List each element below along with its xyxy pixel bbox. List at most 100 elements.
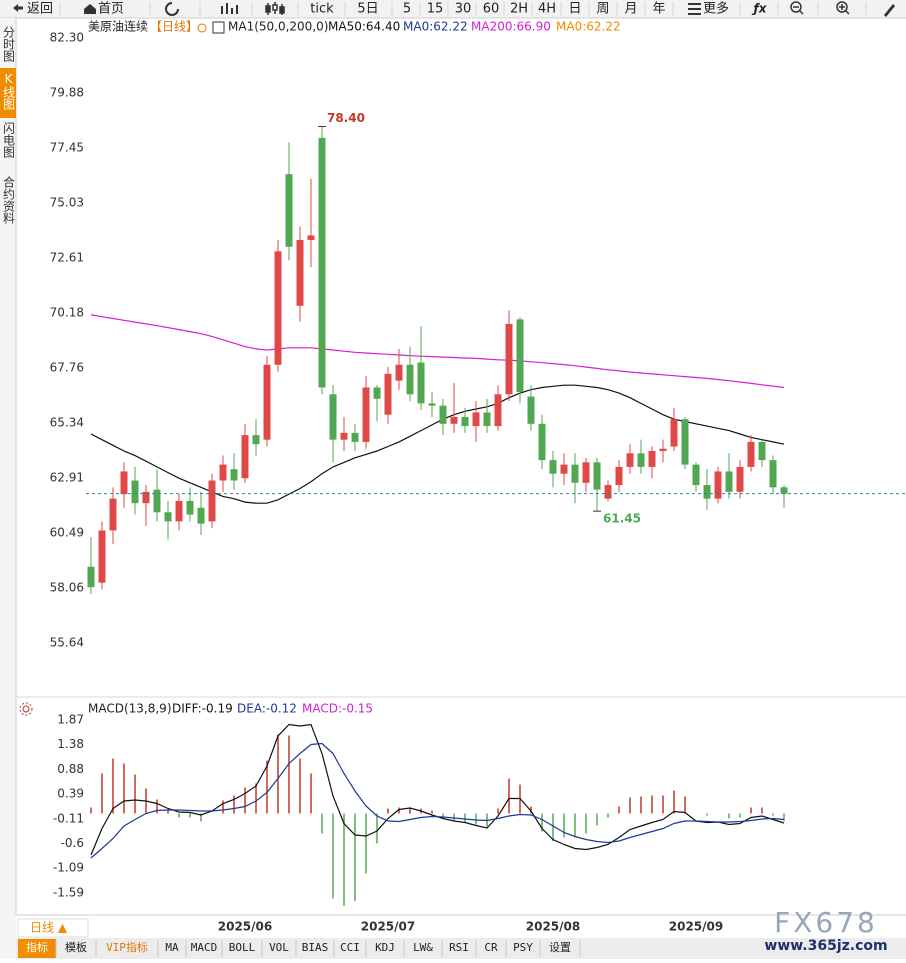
indicator-tab[interactable]: KDJ [375, 941, 395, 954]
toolbar-button[interactable]: 年 [652, 2, 665, 17]
candle-body [637, 453, 645, 467]
candle-body [406, 364, 414, 395]
candle-body [769, 460, 777, 488]
y-tick-label: 72.61 [50, 250, 84, 264]
refresh-icon[interactable] [165, 2, 179, 16]
candle-body [384, 373, 392, 415]
side-column [0, 18, 16, 959]
candle-body [582, 462, 590, 483]
toolbar-button[interactable]: 60 [483, 2, 500, 17]
pen-icon[interactable] [884, 4, 895, 17]
side-tab[interactable]: 闪电图 [2, 122, 16, 158]
side-tab[interactable]: K线图 [2, 72, 16, 110]
indicator-tab[interactable]: MACD [191, 941, 218, 954]
toolbar-button[interactable]: 5 [403, 2, 411, 17]
candle-body [417, 362, 425, 404]
indicator-icon [212, 21, 225, 34]
candle-body [549, 460, 557, 474]
indicator-tab[interactable]: CCI [340, 941, 360, 954]
indicator-tab[interactable]: 指标 [26, 940, 48, 954]
toolbar-button[interactable]: 月 [624, 2, 637, 17]
chart-period: 【日线】 [150, 20, 198, 34]
candle-body [439, 405, 447, 424]
candle-body [505, 323, 513, 395]
toolbar-button[interactable]: 返回 [27, 2, 53, 17]
toolbar-button[interactable]: 30 [455, 2, 472, 17]
indicator-tab[interactable]: BIAS [302, 941, 329, 954]
side-tab[interactable]: 合约资料 [2, 175, 16, 224]
toolbar-button[interactable]: 更多 [703, 1, 729, 17]
toolbar-button[interactable]: 4H [538, 2, 556, 17]
legend-entry: DEA:-0.12 [237, 702, 297, 716]
candle-body [263, 364, 271, 440]
candle-body [285, 174, 293, 247]
candle-body [747, 441, 755, 467]
back-icon[interactable] [13, 4, 23, 12]
bar-icon[interactable] [221, 3, 238, 14]
toolbar-button[interactable]: 5日 [357, 2, 378, 17]
candle-body [538, 423, 546, 461]
y-tick-label: 0.39 [57, 787, 84, 801]
ma-line [90, 314, 785, 389]
candle-body [395, 364, 403, 381]
candle-body [307, 235, 315, 240]
toolbar-button[interactable]: 15 [427, 2, 444, 17]
home-icon[interactable] [84, 4, 96, 14]
menu-icon[interactable] [688, 3, 701, 15]
candle-body [670, 419, 678, 447]
toolbar [0, 0, 906, 18]
legend-entry: DIFF:-0.19 [172, 702, 233, 716]
y-tick-label: 65.34 [50, 415, 84, 429]
candle-body [175, 500, 183, 522]
indicator-tab[interactable]: BOLL [229, 941, 256, 954]
period-button[interactable]: 日线 ▲ [30, 921, 68, 935]
toolbar-button[interactable]: 周 [596, 2, 609, 17]
candle-body [340, 432, 348, 440]
toolbar-button[interactable]: 首页 [98, 2, 124, 17]
candle-body [780, 487, 788, 494]
zoom-out-icon[interactable] [790, 1, 804, 15]
candle-body [197, 507, 205, 524]
candle-body [362, 387, 370, 442]
candle-body [472, 412, 480, 427]
candle-body [516, 319, 524, 393]
candle-body [604, 485, 612, 499]
candle-body [109, 498, 117, 531]
candle-body [450, 416, 458, 424]
macd-title: MACD(13,8,9) [88, 702, 172, 716]
indicator-tab[interactable]: MA [165, 941, 179, 954]
toolbar-button[interactable]: 日 [568, 2, 581, 17]
candle-body [219, 464, 227, 481]
indicator-tab[interactable]: 设置 [549, 941, 571, 954]
x-tick-label: 2025/07 [361, 920, 415, 934]
fx-icon[interactable]: ƒx [752, 2, 768, 16]
indicator-tab[interactable]: VOL [269, 941, 289, 954]
toolbar-button[interactable]: 2H [510, 2, 528, 17]
indicator-tab[interactable]: LW& [413, 941, 433, 954]
x-tick-label: 2025/08 [526, 920, 580, 934]
candle-body [98, 530, 106, 583]
chart-title: 美原油连续 [88, 19, 148, 34]
active-tab-bg [0, 68, 16, 118]
settings-icon[interactable] [19, 702, 33, 716]
side-tab[interactable]: 分时图 [2, 26, 16, 62]
y-tick-label: 62.91 [50, 471, 84, 485]
indicator-tab[interactable]: 模板 [65, 940, 87, 954]
candle-body [461, 416, 469, 427]
candle-body [318, 137, 326, 388]
toolbar-button[interactable]: tick [310, 2, 334, 17]
legend-entry: MA0:62.22 [556, 20, 621, 34]
zoom-in-icon[interactable] [836, 1, 850, 15]
indicator-tab[interactable]: PSY [513, 941, 533, 954]
candle-body [593, 462, 601, 490]
candle-body [351, 432, 359, 442]
candle-body [142, 491, 150, 504]
candle-icon[interactable] [265, 2, 285, 15]
indicator-tab[interactable]: RSI [449, 941, 469, 954]
y-tick-label: 58.06 [50, 581, 84, 595]
watermark-site: www.365jz.com [764, 938, 887, 954]
indicator-tab[interactable]: CR [484, 941, 498, 954]
period-button-bg[interactable] [17, 918, 89, 938]
indicator-tab[interactable]: VIP指标 [106, 940, 148, 954]
